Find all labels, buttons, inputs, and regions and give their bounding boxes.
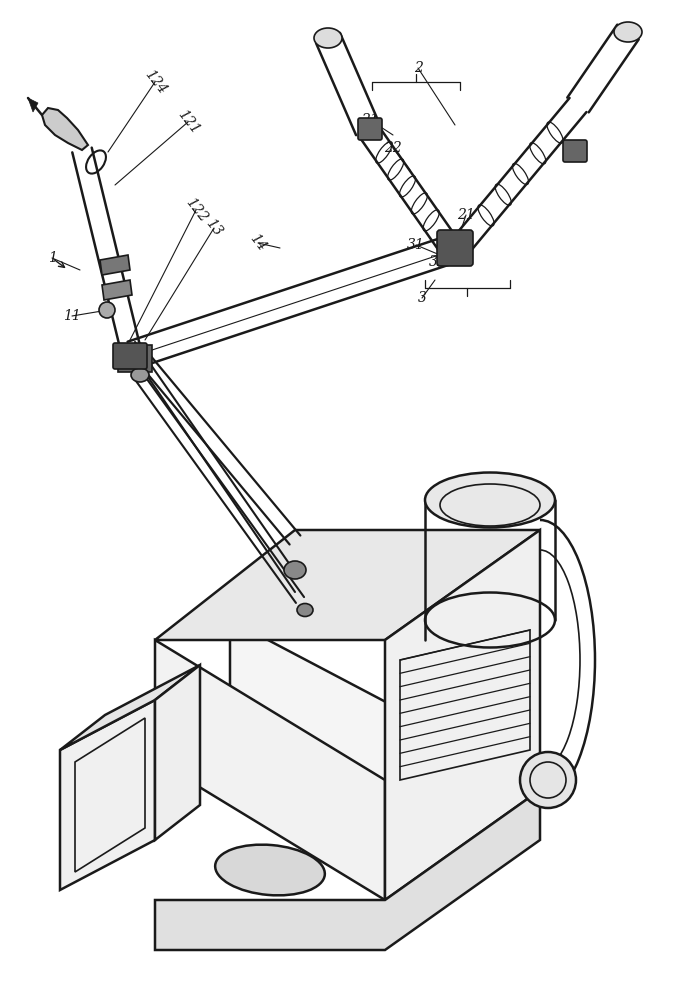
FancyBboxPatch shape — [358, 118, 382, 140]
Polygon shape — [230, 620, 420, 870]
Text: 122: 122 — [182, 195, 210, 225]
Ellipse shape — [614, 22, 642, 42]
Ellipse shape — [425, 473, 555, 528]
Text: 31: 31 — [407, 238, 425, 252]
Polygon shape — [102, 280, 132, 300]
Polygon shape — [28, 98, 38, 112]
Text: 32: 32 — [429, 255, 447, 269]
Polygon shape — [155, 790, 540, 950]
Text: 11: 11 — [63, 309, 81, 323]
Circle shape — [520, 752, 576, 808]
Ellipse shape — [297, 603, 313, 616]
Text: 121: 121 — [174, 107, 201, 137]
Ellipse shape — [215, 845, 325, 895]
Polygon shape — [155, 530, 540, 640]
Polygon shape — [155, 665, 200, 840]
Polygon shape — [60, 700, 155, 890]
Text: 3: 3 — [417, 291, 426, 305]
Polygon shape — [42, 108, 88, 150]
Polygon shape — [60, 665, 200, 750]
Text: 13: 13 — [203, 217, 225, 239]
Text: 21: 21 — [361, 113, 379, 127]
Text: 22: 22 — [566, 141, 584, 155]
Ellipse shape — [314, 28, 342, 48]
Polygon shape — [385, 530, 540, 900]
Text: 22: 22 — [384, 141, 402, 155]
Text: 2: 2 — [414, 61, 423, 75]
Polygon shape — [155, 640, 385, 900]
FancyBboxPatch shape — [563, 140, 587, 162]
Polygon shape — [118, 345, 152, 372]
Text: 14: 14 — [247, 232, 269, 254]
FancyBboxPatch shape — [113, 343, 147, 369]
Ellipse shape — [284, 561, 306, 579]
Text: 21: 21 — [457, 208, 475, 222]
Text: 124: 124 — [141, 67, 169, 97]
Polygon shape — [100, 255, 130, 275]
Circle shape — [99, 302, 115, 318]
Text: 1: 1 — [48, 251, 57, 265]
FancyBboxPatch shape — [437, 230, 473, 266]
Ellipse shape — [131, 368, 149, 382]
